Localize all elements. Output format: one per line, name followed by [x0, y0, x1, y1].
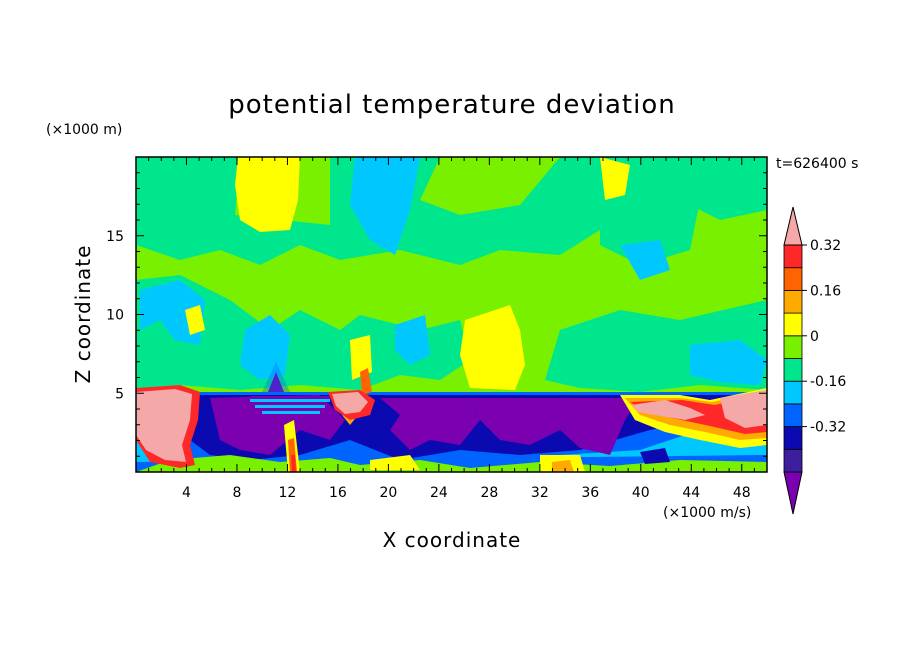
colorbar-max-arrow [783, 206, 803, 246]
colorbar-tick-label: 0.32 [810, 238, 841, 254]
colorbar-tick-label: -0.32 [810, 420, 846, 436]
x-axis-title: X coordinate [383, 528, 522, 552]
x-unit-label: (×1000 m/s) [663, 505, 751, 521]
colorbar: 0.32 0.16 0 -0.16 -0.32 [783, 206, 846, 515]
colorbar-swatch [783, 358, 803, 382]
x-tick-label: 8 [232, 485, 241, 501]
x-tick-label: 28 [480, 485, 498, 501]
x-axis-ticks: 4 8 12 16 20 24 28 32 36 40 44 48 [148, 157, 768, 501]
chart-title: potential temperature deviation [228, 90, 675, 120]
y-tick-label: 10 [106, 308, 124, 324]
y-tick-label: 5 [115, 386, 124, 402]
y-unit-label: (×1000 m) [46, 122, 122, 138]
x-tick-label: 36 [581, 485, 599, 501]
heatmap-field [136, 157, 767, 472]
x-tick-label: 12 [279, 485, 297, 501]
colorbar-swatch [783, 244, 803, 269]
x-tick-label: 44 [682, 485, 700, 501]
colorbar-swatch [783, 448, 803, 473]
colorbar-swatch [783, 335, 803, 359]
x-tick-label: 48 [733, 485, 751, 501]
colorbar-swatch [783, 426, 803, 450]
colorbar-swatch [783, 403, 803, 427]
x-tick-label: 16 [329, 485, 347, 501]
colorbar-tick-label: -0.16 [810, 374, 846, 390]
colorbar-tick-label: 0 [810, 329, 819, 345]
y-axis-ticks: 5 10 15 [106, 172, 767, 457]
time-label: t=626400 s [776, 156, 858, 172]
colorbar-tick-label: 0.16 [810, 283, 841, 299]
colorbar-min-arrow [783, 471, 803, 515]
colorbar-swatch [783, 267, 803, 291]
x-tick-label: 40 [632, 485, 650, 501]
y-axis-title: Z coordinate [71, 245, 95, 384]
x-tick-label: 24 [430, 485, 448, 501]
x-tick-label: 32 [531, 485, 549, 501]
x-tick-label: 4 [182, 485, 191, 501]
x-tick-label: 20 [379, 485, 397, 501]
colorbar-swatch [783, 312, 803, 337]
colorbar-swatch [783, 380, 803, 405]
y-tick-label: 15 [106, 229, 124, 245]
colorbar-swatch [783, 289, 803, 314]
